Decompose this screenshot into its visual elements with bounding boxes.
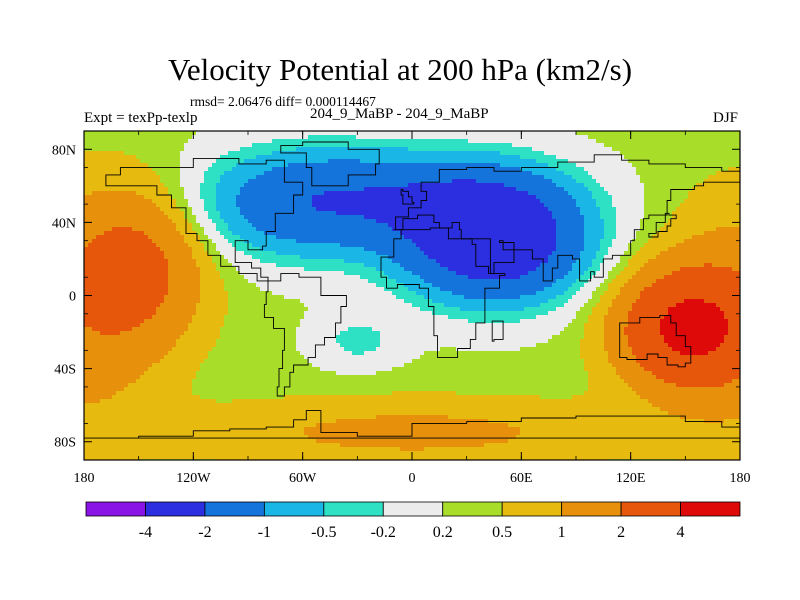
- colorbar: -4 -2 -1 -0.5 -0.2 0.2 0.5 1 2 4: [85, 501, 741, 541]
- coastlines: [84, 141, 740, 439]
- lon-tick-label: 0: [409, 471, 416, 486]
- colorbar-swatch: [501, 501, 563, 517]
- colorbar-label: -2: [198, 524, 211, 541]
- lon-tick-label: 120E: [616, 471, 646, 486]
- lon-tick-label: 60W: [289, 471, 317, 486]
- lat-tick-label: 80S: [54, 436, 76, 451]
- colorbar-label: 0.5: [492, 524, 512, 541]
- lon-tick-label: 180: [730, 471, 751, 486]
- season-label: DJF: [712, 110, 738, 126]
- lon-tick-label: 120W: [176, 471, 211, 486]
- lat-tick-label: 40S: [54, 363, 76, 378]
- colorbar-swatch: [680, 501, 741, 517]
- colorbar-swatch: [145, 501, 206, 517]
- colorbar-label: 4: [677, 524, 685, 541]
- lat-tick-label: 80N: [52, 143, 76, 158]
- colorbar-swatch: [323, 501, 384, 517]
- chart-title: Velocity Potential at 200 hPa (km2/s): [167, 52, 633, 87]
- lon-tick-label: 180: [74, 471, 95, 486]
- longitude-axis: 180 120W 60W 0 60E 120E 180: [74, 131, 751, 486]
- colorbar-swatch: [204, 501, 265, 517]
- colorbar-swatch: [620, 501, 681, 517]
- colorbar-label: -4: [139, 524, 152, 541]
- colorbar-label: 2: [617, 524, 625, 541]
- colorbar-label: 1: [558, 524, 566, 541]
- colorbar-label: -0.2: [371, 524, 396, 541]
- stats-label: rmsd= 2.06476 diff= 0.000114467: [190, 94, 376, 109]
- colorbar-swatch: [85, 501, 146, 517]
- filled-contour-field: [84, 131, 740, 460]
- colorbar-swatch: [561, 501, 622, 517]
- colorbar-swatch: [382, 501, 444, 517]
- colorbar-swatch: [442, 501, 503, 517]
- lon-tick-label: 60E: [510, 471, 533, 486]
- latitude-axis: 80N 40N 0 40S 80S: [52, 130, 740, 461]
- colorbar-label: 0.2: [433, 524, 453, 541]
- lat-tick-label: 40N: [52, 216, 76, 231]
- case-label: 204_9_MaBP - 204_9_MaBP: [310, 106, 489, 122]
- lat-tick-label: 0: [69, 290, 76, 305]
- colorbar-swatch: [263, 501, 325, 517]
- colorbar-label: -0.5: [311, 524, 336, 541]
- experiment-label: Expt = texPp-texlp: [84, 110, 198, 126]
- colorbar-label: -1: [258, 524, 271, 541]
